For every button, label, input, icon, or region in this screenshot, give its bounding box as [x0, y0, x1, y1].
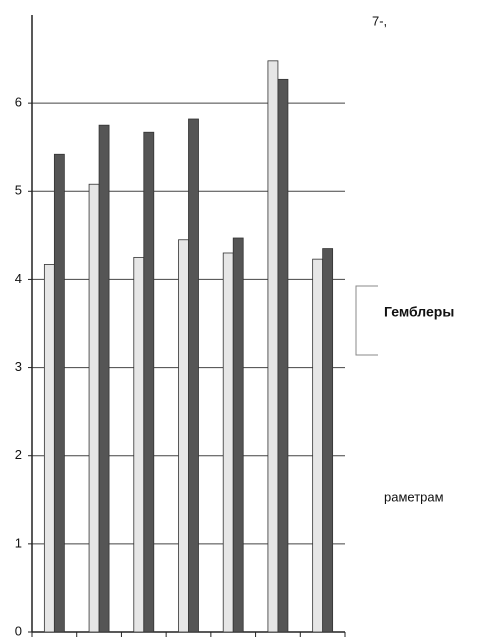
bar	[267, 60, 279, 633]
legend-box	[355, 285, 378, 356]
bar	[43, 264, 55, 633]
y-tick-label: 6	[15, 95, 22, 110]
bar	[277, 78, 289, 633]
bar	[98, 124, 110, 633]
annotation: 7-,	[372, 13, 387, 28]
y-tick-label: 4	[15, 271, 22, 286]
legend-label: Гемблеры	[384, 304, 454, 320]
bar	[133, 256, 145, 633]
y-tick-label: 0	[15, 623, 22, 638]
bar	[178, 239, 189, 633]
bar	[88, 183, 100, 633]
y-tick-label: 1	[15, 535, 22, 550]
bar	[232, 237, 244, 633]
y-tick-label: 5	[15, 183, 22, 198]
y-tick-label: 3	[15, 359, 22, 374]
bar	[222, 252, 234, 633]
bar	[322, 248, 334, 633]
bar	[53, 153, 65, 633]
bar	[312, 258, 324, 633]
y-tick-label: 2	[15, 447, 22, 462]
annotation: раметрам	[384, 489, 444, 504]
bar	[188, 118, 199, 633]
bar	[143, 131, 155, 633]
